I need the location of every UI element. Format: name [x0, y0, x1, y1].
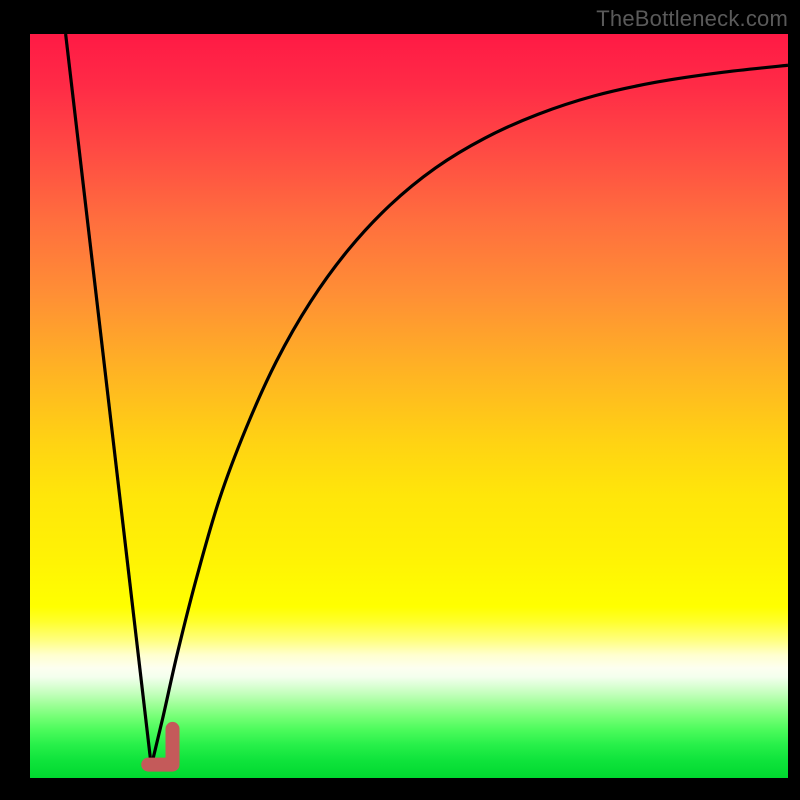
gradient-background	[30, 34, 788, 778]
plot-area	[30, 34, 788, 778]
watermark-text: TheBottleneck.com	[596, 6, 788, 32]
plot-svg	[30, 34, 788, 778]
